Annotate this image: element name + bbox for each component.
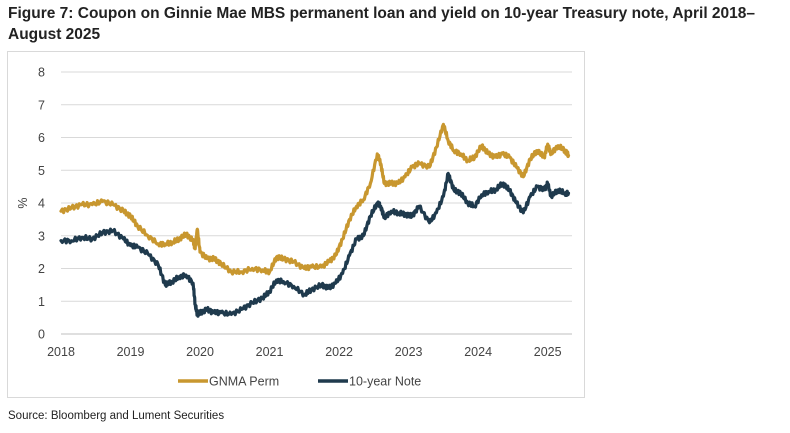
legend-label: GNMA Perm [209,375,279,389]
x-tick-label: 2021 [256,345,284,359]
legend: GNMA Perm 10-year Note [178,375,421,389]
y-tick-label: 6 [38,131,45,145]
x-tick-label: 2018 [47,345,75,359]
y-tick-label: 2 [38,262,45,276]
gnma-perm-line [59,122,571,276]
y-tick-label: 8 [38,66,45,80]
ten-year-note-line [59,171,571,318]
source-note: Source: Bloomberg and Lument Securities [8,410,225,422]
y-axis-label: % [16,197,30,208]
x-tick-label: 2019 [117,345,145,359]
y-tick-label: 4 [38,197,45,211]
y-axis-ticks: 0 1 2 3 4 5 6 7 8 [38,66,45,342]
x-axis-ticks: 2018 2019 2020 2021 2022 2023 2024 2025 [47,345,562,359]
y-tick-label: 1 [38,295,45,309]
chart-frame [7,51,585,398]
x-tick-label: 2020 [186,345,214,359]
y-tick-label: 7 [38,98,45,112]
x-tick-label: 2023 [395,345,423,359]
y-tick-label: 3 [38,229,45,243]
chart-title: Figure 7: Coupon on Ginnie Mae MBS perma… [8,5,756,43]
x-tick-label: 2024 [464,345,492,359]
legend-label: 10-year Note [349,375,421,389]
x-tick-label: 2025 [534,345,562,359]
x-tick-label: 2022 [325,345,353,359]
y-tick-label: 5 [38,164,45,178]
series-lines [59,122,571,318]
y-tick-label: 0 [38,328,45,342]
